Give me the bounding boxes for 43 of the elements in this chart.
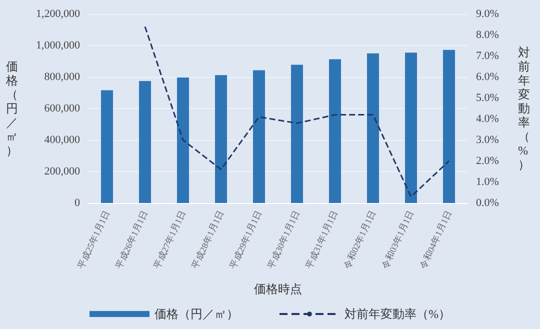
- x-tick-label: 平成29年1月1日: [228, 208, 264, 270]
- x-tick-label: 平成27年1月1日: [152, 208, 188, 270]
- y2-tick-label: 2.0%: [476, 155, 499, 167]
- x-axis-title: 価格時点: [254, 282, 302, 296]
- y2-tick-label: 0.0%: [476, 197, 499, 209]
- y2-tick-label: 4.0%: [476, 113, 499, 125]
- bar: [253, 70, 265, 203]
- bar: [367, 53, 379, 203]
- y-tick-label: 0: [74, 197, 80, 209]
- y-tick-label: 1,000,000: [36, 40, 80, 52]
- y2-tick-label: 5.0%: [476, 92, 499, 104]
- x-tick-label: 令和04年1月1日: [418, 208, 454, 270]
- y-tick-label: 800,000: [44, 71, 80, 83]
- y2-tick-label: 9.0%: [476, 8, 499, 20]
- y-tick-label: 200,000: [44, 166, 80, 178]
- bar: [329, 59, 341, 203]
- line-series: [144, 26, 450, 198]
- y-axis-title: 価格（円／㎡）: [5, 60, 18, 158]
- x-tick-label: 平成26年1月1日: [114, 208, 150, 270]
- bar: [215, 75, 227, 203]
- bar: [291, 64, 303, 203]
- y-tick-label: 1,200,000: [36, 8, 80, 20]
- x-tick-label: 令和02年1月1日: [342, 208, 378, 270]
- y2-tick-label: 1.0%: [476, 176, 499, 188]
- x-tick-label: 平成28年1月1日: [190, 208, 226, 270]
- y2-tick-label: 7.0%: [476, 50, 499, 62]
- bar: [443, 50, 455, 203]
- x-tick-label: 平成30年1月1日: [266, 208, 302, 270]
- bar: [139, 80, 151, 203]
- x-tick-label: 平成25年1月1日: [76, 208, 112, 270]
- bar: [101, 90, 113, 203]
- legend-label: 対前年変動率（%）: [344, 307, 450, 321]
- y2-tick-label: 3.0%: [476, 134, 499, 146]
- bar: [405, 52, 417, 203]
- legend-label: 価格（円／㎡）: [154, 307, 238, 321]
- y2-tick-label: 8.0%: [476, 29, 499, 41]
- y2-tick-label: 6.0%: [476, 71, 499, 83]
- y-tick-label: 400,000: [44, 134, 80, 146]
- text: 対前年変動率（%）: [518, 46, 530, 172]
- y-tick-label: 600,000: [44, 102, 80, 114]
- bar: [177, 77, 189, 203]
- x-tick-label: 令和03年1月1日: [380, 208, 416, 270]
- x-tick-label: 平成31年1月1日: [304, 208, 340, 270]
